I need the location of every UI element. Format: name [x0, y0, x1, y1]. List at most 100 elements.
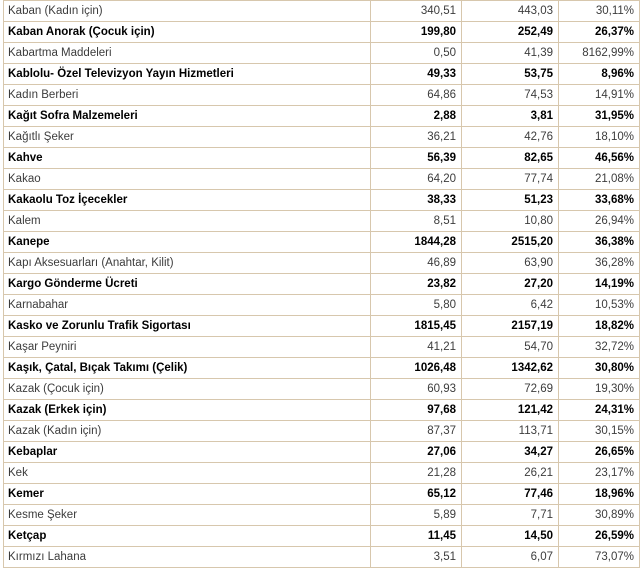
item-name-cell: Kaban Anorak (Çocuk için) [3, 21, 371, 43]
table-row: Kebaplar 27,06 34,27 26,65% [3, 441, 640, 463]
item-name-cell: Kakaolu Toz İçecekler [3, 189, 371, 211]
table-row: Kakao 64,20 77,74 21,08% [3, 168, 640, 190]
price-table-container: Kaban (Kadın için) 340,51 443,03 30,11% Kaba… [3, 0, 640, 568]
value-old-cell: 5,80 [370, 294, 462, 316]
value-old-cell: 23,82 [370, 273, 462, 295]
value-old-cell: 56,39 [370, 147, 462, 169]
change-percent-cell: 14,91% [558, 84, 640, 106]
table-row: Kalem 8,51 10,80 26,94% [3, 210, 640, 232]
item-name-cell: Kahve [3, 147, 371, 169]
change-percent-cell: 32,72% [558, 336, 640, 358]
change-percent-cell: 26,65% [558, 441, 640, 463]
value-old-cell: 11,45 [370, 525, 462, 547]
item-name-cell: Kırmızı Lahana [3, 546, 371, 568]
value-old-cell: 3,51 [370, 546, 462, 568]
change-percent-cell: 30,15% [558, 420, 640, 442]
value-new-cell: 82,65 [461, 147, 559, 169]
table-row: Kazak (Çocuk için) 60,93 72,69 19,30% [3, 378, 640, 400]
change-percent-cell: 36,28% [558, 252, 640, 274]
value-old-cell: 27,06 [370, 441, 462, 463]
change-percent-cell: 8162,99% [558, 42, 640, 64]
value-new-cell: 74,53 [461, 84, 559, 106]
value-old-cell: 5,89 [370, 504, 462, 526]
item-name-cell: Kaşar Peyniri [3, 336, 371, 358]
value-new-cell: 77,74 [461, 168, 559, 190]
change-percent-cell: 18,82% [558, 315, 640, 337]
value-new-cell: 252,49 [461, 21, 559, 43]
value-old-cell: 97,68 [370, 399, 462, 421]
table-row: Kargo Gönderme Ücreti 23,82 27,20 14,19% [3, 273, 640, 295]
change-percent-cell: 36,38% [558, 231, 640, 253]
item-name-cell: Ketçap [3, 525, 371, 547]
item-name-cell: Kasko ve Zorunlu Trafik Sigortası [3, 315, 371, 337]
change-percent-cell: 26,59% [558, 525, 640, 547]
value-old-cell: 46,89 [370, 252, 462, 274]
table-row: Kanepe 1844,28 2515,20 36,38% [3, 231, 640, 253]
value-new-cell: 2157,19 [461, 315, 559, 337]
table-row: Kaban Anorak (Çocuk için) 199,80 252,49 26,… [3, 21, 640, 43]
change-percent-cell: 26,94% [558, 210, 640, 232]
value-old-cell: 1815,45 [370, 315, 462, 337]
value-old-cell: 41,21 [370, 336, 462, 358]
change-percent-cell: 18,96% [558, 483, 640, 505]
item-name-cell: Kağıt Sofra Malzemeleri [3, 105, 371, 127]
value-new-cell: 77,46 [461, 483, 559, 505]
value-old-cell: 49,33 [370, 63, 462, 85]
table-row: Kek 21,28 26,21 23,17% [3, 462, 640, 484]
value-old-cell: 340,51 [370, 0, 462, 22]
table-row: Kesme Şeker 5,89 7,71 30,89% [3, 504, 640, 526]
table-row: Karnabahar 5,80 6,42 10,53% [3, 294, 640, 316]
item-name-cell: Kapı Aksesuarları (Anahtar, Kilit) [3, 252, 371, 274]
value-new-cell: 443,03 [461, 0, 559, 22]
value-new-cell: 6,07 [461, 546, 559, 568]
change-percent-cell: 30,11% [558, 0, 640, 22]
value-old-cell: 21,28 [370, 462, 462, 484]
price-table: Kaban (Kadın için) 340,51 443,03 30,11% Kaba… [3, 0, 640, 568]
table-row: Kakaolu Toz İçecekler 38,33 51,23 33,68% [3, 189, 640, 211]
value-new-cell: 6,42 [461, 294, 559, 316]
item-name-cell: Kazak (Çocuk için) [3, 378, 371, 400]
change-percent-cell: 14,19% [558, 273, 640, 295]
value-old-cell: 0,50 [370, 42, 462, 64]
table-row: Kağıtlı Şeker 36,21 42,76 18,10% [3, 126, 640, 148]
value-old-cell: 60,93 [370, 378, 462, 400]
value-new-cell: 54,70 [461, 336, 559, 358]
table-row: Kabartma Maddeleri 0,50 41,39 8162,99% [3, 42, 640, 64]
table-row: Kasko ve Zorunlu Trafik Sigortası 1815,45… [3, 315, 640, 337]
item-name-cell: Kakao [3, 168, 371, 190]
change-percent-cell: 46,56% [558, 147, 640, 169]
value-old-cell: 1026,48 [370, 357, 462, 379]
table-row: Kazak (Kadın için) 87,37 113,71 30,15% [3, 420, 640, 442]
table-row: Kablolu- Özel Televizyon Yayın Hizmetler… [3, 63, 640, 85]
value-new-cell: 7,71 [461, 504, 559, 526]
item-name-cell: Kebaplar [3, 441, 371, 463]
item-name-cell: Kemer [3, 483, 371, 505]
value-new-cell: 41,39 [461, 42, 559, 64]
value-old-cell: 2,88 [370, 105, 462, 127]
item-name-cell: Karnabahar [3, 294, 371, 316]
table-row: Kaşar Peyniri 41,21 54,70 32,72% [3, 336, 640, 358]
value-new-cell: 14,50 [461, 525, 559, 547]
table-row: Kırmızı Lahana 3,51 6,07 73,07% [3, 546, 640, 568]
change-percent-cell: 8,96% [558, 63, 640, 85]
value-new-cell: 113,71 [461, 420, 559, 442]
change-percent-cell: 26,37% [558, 21, 640, 43]
item-name-cell: Kalem [3, 210, 371, 232]
change-percent-cell: 21,08% [558, 168, 640, 190]
change-percent-cell: 10,53% [558, 294, 640, 316]
change-percent-cell: 33,68% [558, 189, 640, 211]
value-old-cell: 36,21 [370, 126, 462, 148]
value-old-cell: 64,20 [370, 168, 462, 190]
change-percent-cell: 18,10% [558, 126, 640, 148]
value-new-cell: 34,27 [461, 441, 559, 463]
change-percent-cell: 24,31% [558, 399, 640, 421]
item-name-cell: Kazak (Kadın için) [3, 420, 371, 442]
value-old-cell: 87,37 [370, 420, 462, 442]
value-old-cell: 8,51 [370, 210, 462, 232]
change-percent-cell: 19,30% [558, 378, 640, 400]
table-row: Kaban (Kadın için) 340,51 443,03 30,11% [3, 0, 640, 22]
value-old-cell: 1844,28 [370, 231, 462, 253]
change-percent-cell: 73,07% [558, 546, 640, 568]
change-percent-cell: 30,89% [558, 504, 640, 526]
value-new-cell: 121,42 [461, 399, 559, 421]
